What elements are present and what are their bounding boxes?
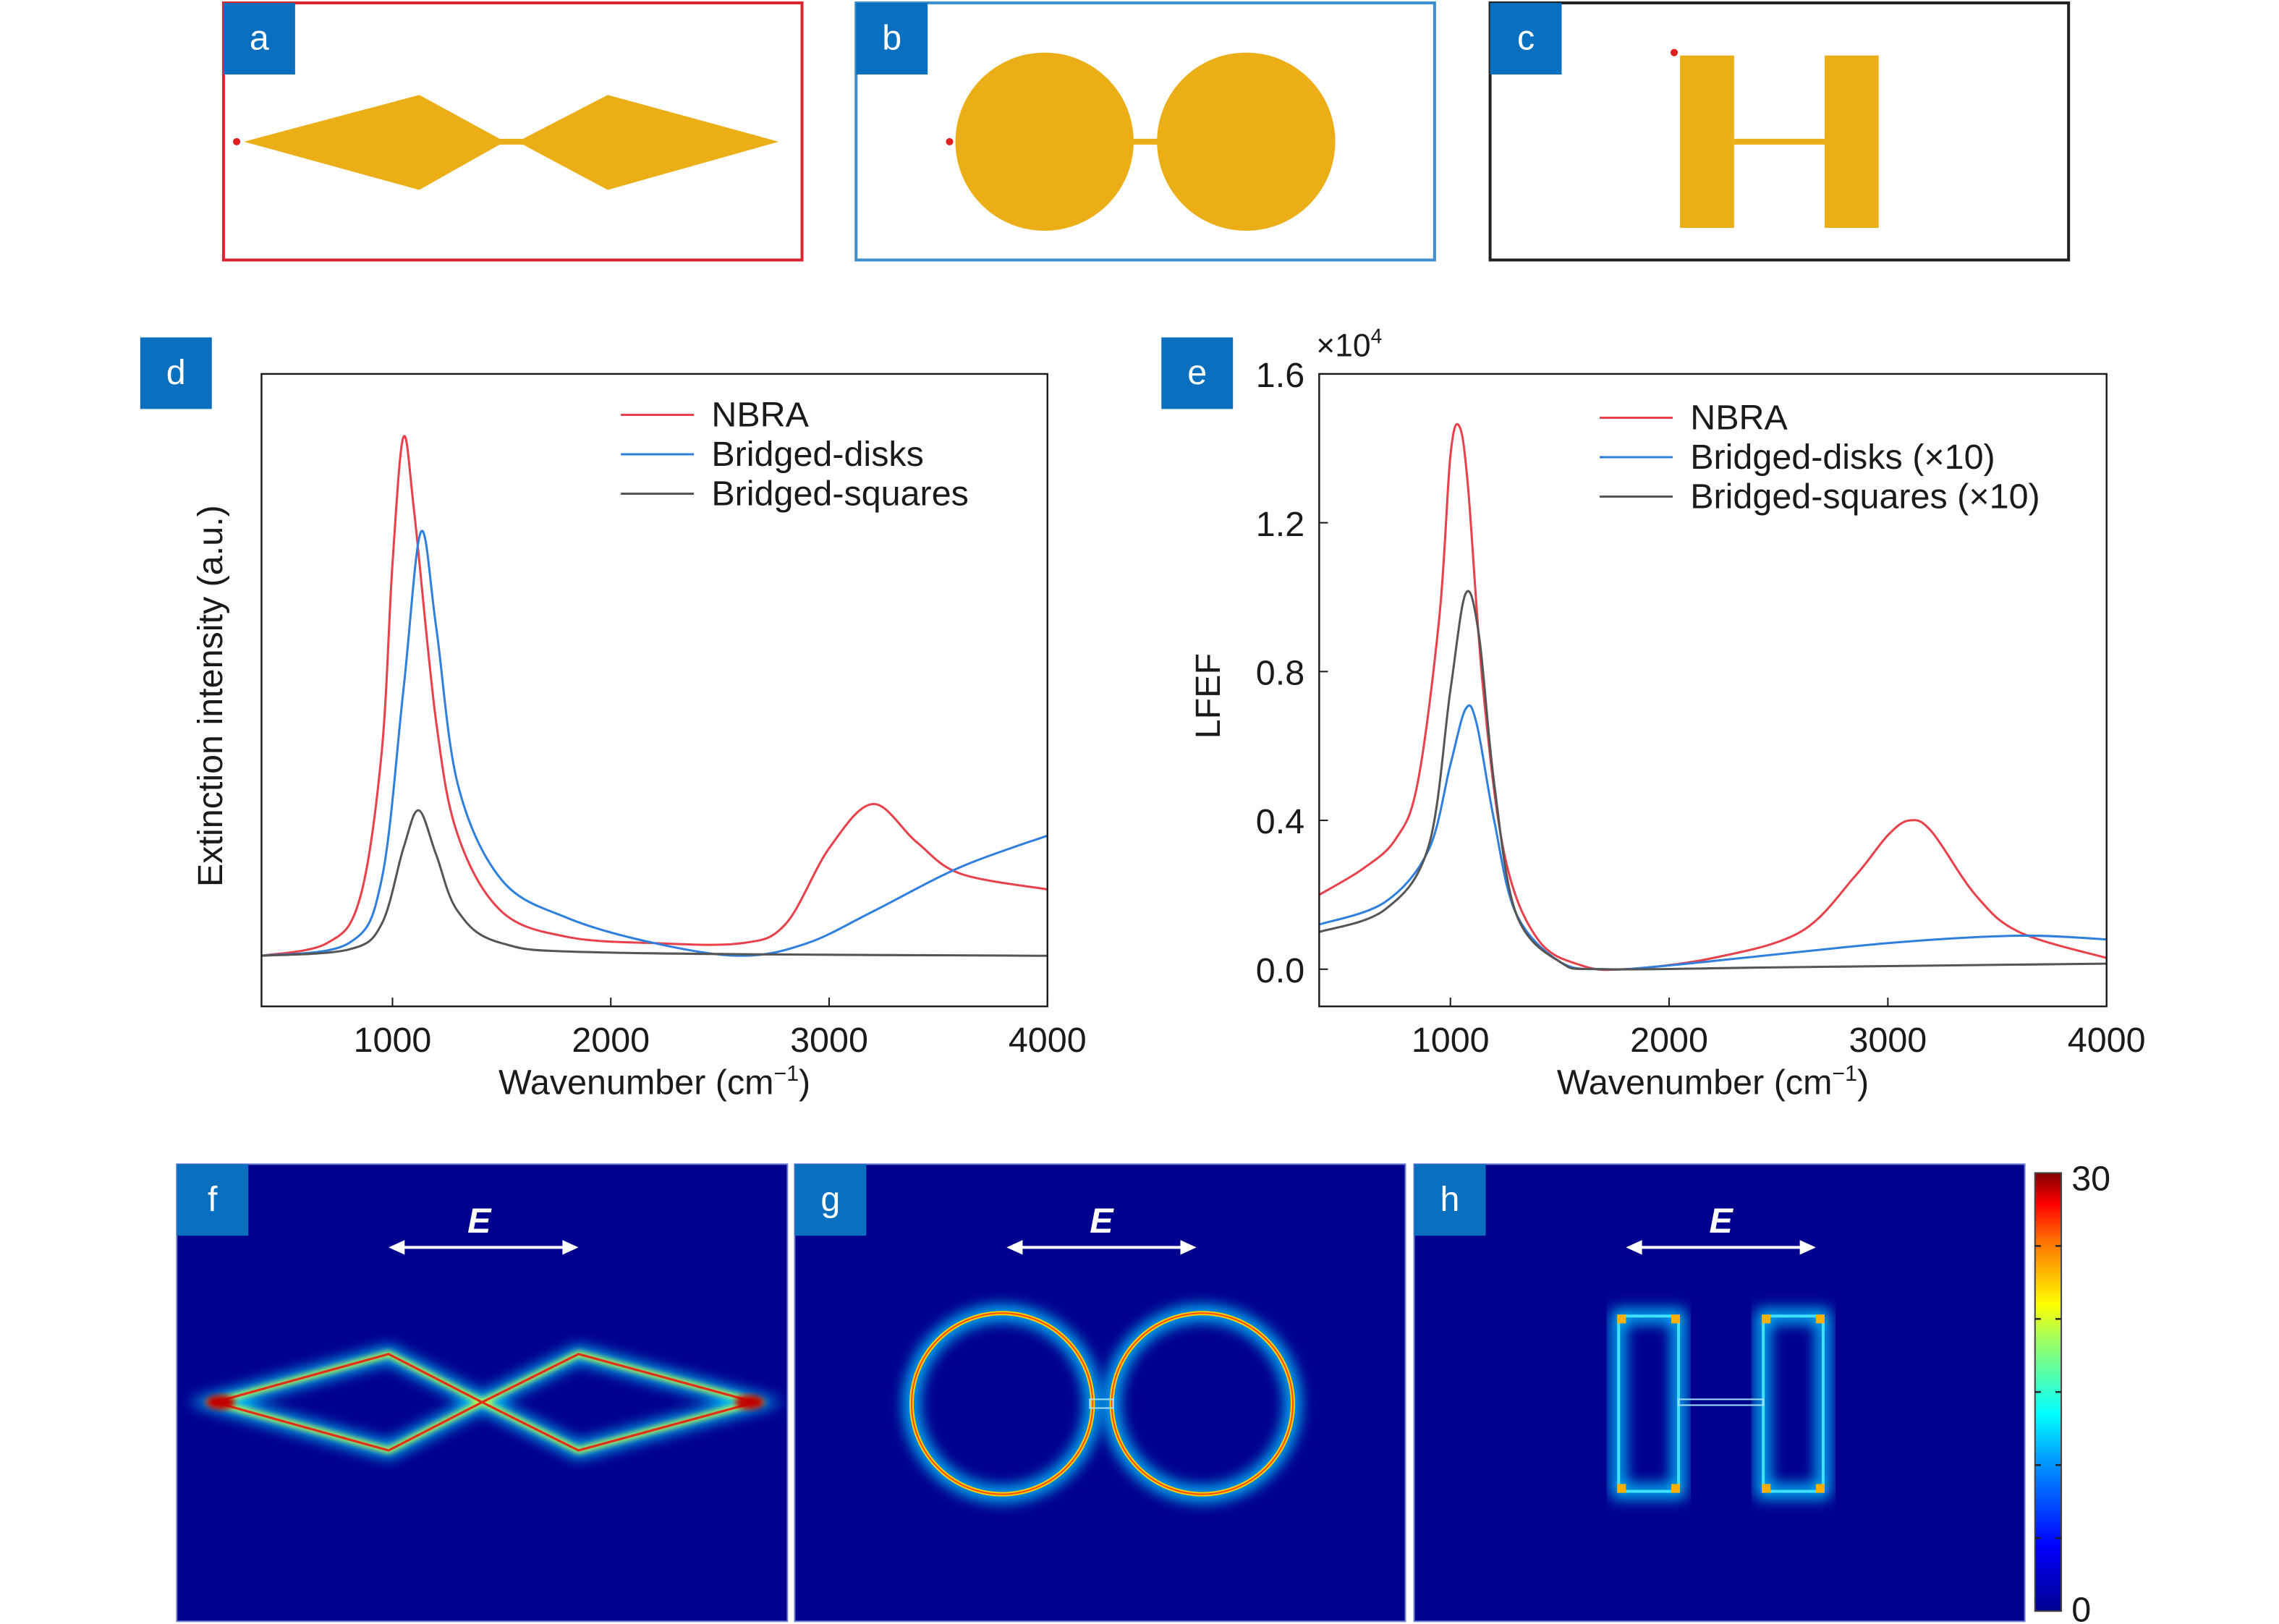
- series-line-bridged-disks-: [1318, 704, 2107, 971]
- x-tick-label: 2000: [572, 1021, 650, 1060]
- squares-field-outline: [1612, 1309, 1830, 1498]
- legend-label: Bridged-squares: [711, 475, 969, 514]
- legend-label: Bridged-disks: [711, 435, 924, 474]
- panel-d-label: d: [140, 337, 212, 409]
- panel-e-label: e: [1161, 337, 1234, 409]
- colorbar-min-label: 0: [2071, 1590, 2091, 1624]
- panel-c-label: c: [1490, 3, 1562, 75]
- series-line-bridged-squares: [261, 809, 1048, 957]
- y-multiplier-base: ×10: [1316, 328, 1370, 364]
- red-dot-marker: [1670, 48, 1679, 56]
- x-tick-label: 1000: [1412, 1021, 1490, 1060]
- colorbar-max-label: 30: [2071, 1160, 2110, 1199]
- e-field-arrow-f: [389, 1240, 579, 1255]
- field-map-g: [794, 1163, 1406, 1623]
- y-axis-label: LFEF: [1189, 653, 1228, 739]
- plot-frame: [260, 373, 1048, 1008]
- panel-c-frame: [1488, 1, 2071, 262]
- panel-h-label: h: [1414, 1164, 1486, 1236]
- y-tick-label: 0.0: [1256, 951, 1304, 990]
- legend-label: NBRA: [711, 396, 809, 435]
- e-field-label-f: E: [467, 1202, 492, 1241]
- x-axis-label-end: ): [799, 1063, 810, 1102]
- legend-label: Bridged-squares (×10): [1690, 477, 2040, 516]
- x-axis-label: Wavenumber (cm−1): [1557, 1062, 1869, 1102]
- panel-b-label: b: [856, 3, 928, 75]
- series-line-nbra: [1318, 422, 2108, 972]
- y-axis-label: Extinction intensity (a.u.): [191, 505, 230, 887]
- bowtie-shape: [244, 95, 779, 190]
- legend-label: Bridged-disks (×10): [1690, 438, 1995, 477]
- legend-label: NBRA: [1690, 399, 1788, 438]
- x-tick-label: 4000: [1009, 1021, 1087, 1060]
- bowtie-nanoantenna: [233, 48, 1879, 231]
- y-tick-label: 1.6: [1256, 356, 1304, 395]
- series-line-bridged-squares-: [1318, 590, 2107, 971]
- red-dot-marker: [233, 137, 241, 145]
- panel-g-label: g: [794, 1164, 867, 1236]
- plot-frame: [1318, 373, 2108, 1008]
- y-tick-label: 0.4: [1256, 802, 1304, 841]
- y-multiplier-exponent: 4: [1371, 325, 1383, 348]
- square-bridge: [1733, 138, 1825, 145]
- e-field-arrow-g: [1006, 1240, 1197, 1255]
- y-axis-multiplier: ×104: [1316, 325, 1382, 364]
- panel-b-frame: [854, 1, 1436, 262]
- x-axis-label-superscript: −1: [1832, 1062, 1857, 1086]
- field-map-h: [1413, 1163, 2026, 1623]
- red-dot-marker: [946, 137, 954, 145]
- x-tick-label: 1000: [354, 1021, 432, 1060]
- disks-field-outline: [904, 1306, 1301, 1502]
- e-field-arrow-h: [1626, 1240, 1816, 1255]
- panel-f-label: f: [177, 1164, 249, 1236]
- disk-left: [955, 52, 1134, 231]
- x-axis-label-superscript: −1: [774, 1062, 799, 1086]
- panel-a-frame: [221, 1, 804, 262]
- series-line-nbra: [261, 435, 1048, 957]
- colorbar-ticks: [2034, 1245, 2062, 1539]
- panel-a-label: a: [223, 3, 295, 75]
- x-tick-label: 4000: [2068, 1021, 2146, 1060]
- x-tick-label: 2000: [1630, 1021, 1708, 1060]
- x-axis-label-end: ): [1857, 1063, 1869, 1102]
- disk-right: [1157, 52, 1336, 231]
- e-field-label-h: E: [1709, 1202, 1733, 1241]
- field-map-f: [176, 1163, 789, 1623]
- x-axis-label: Wavenumber (cm−1): [498, 1062, 810, 1102]
- square-right: [1824, 55, 1879, 228]
- disk-bridge: [1130, 138, 1160, 145]
- bowtie-field-outline: [187, 1346, 784, 1458]
- series-line-bridged-disks: [261, 530, 1048, 957]
- x-tick-label: 3000: [1849, 1021, 1927, 1060]
- x-tick-label: 3000: [790, 1021, 868, 1060]
- square-left: [1680, 55, 1734, 228]
- x-axis-label-text: Wavenumber (cm: [498, 1063, 774, 1102]
- field-maps: E E E 30 0: [176, 1160, 2110, 1624]
- x-axis-label-text: Wavenumber (cm: [1557, 1063, 1833, 1102]
- y-tick-label: 0.8: [1256, 654, 1304, 693]
- e-field-label-g: E: [1090, 1202, 1114, 1241]
- y-tick-label: 1.2: [1256, 505, 1304, 544]
